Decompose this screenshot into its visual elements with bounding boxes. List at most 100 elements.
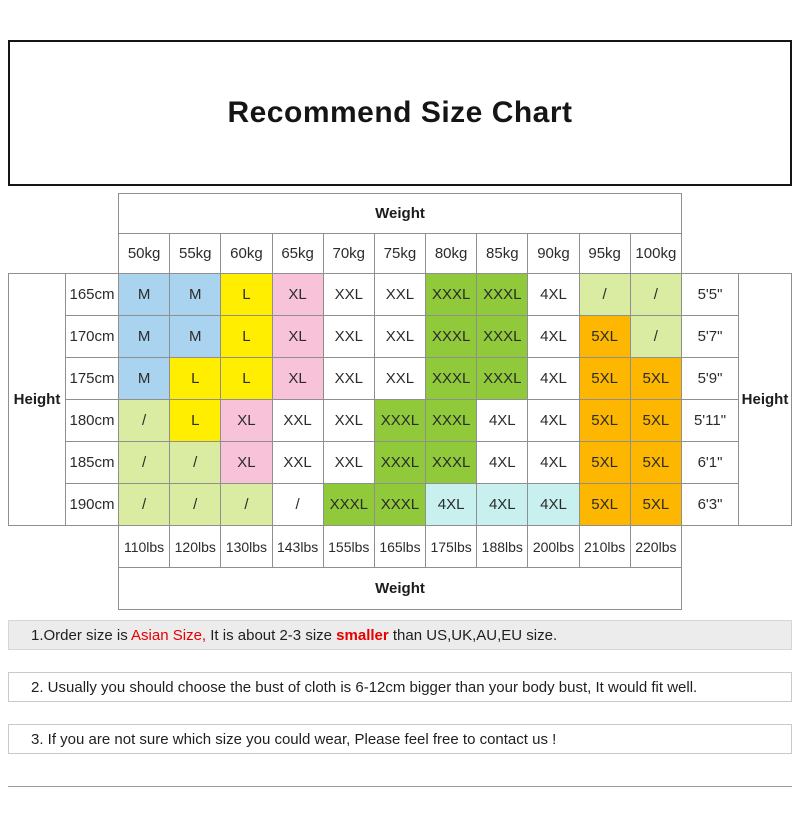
size-cell: M: [117, 273, 171, 316]
size-cell: 4XL: [527, 315, 580, 358]
page-title: Recommend Size Chart: [227, 96, 573, 129]
size-cell: XXL: [322, 315, 375, 358]
weight-lbs-label: 165lbs: [373, 525, 427, 568]
size-cell: L: [220, 357, 273, 400]
weight-top-label: Weight: [118, 193, 682, 234]
size-cell: /: [117, 441, 171, 484]
size-cell: /: [578, 273, 631, 316]
corner-spacer: [682, 234, 792, 274]
size-cell: XXXL: [425, 441, 478, 484]
note-text: 1.Order size is Asian Size, It is about …: [31, 627, 557, 644]
size-cell: /: [117, 399, 171, 442]
height-ft-label: 6'1": [681, 441, 739, 484]
height-ft-label: 5'7": [681, 315, 739, 358]
note-highlight: smaller: [336, 626, 389, 644]
note-3: 3. If you are not sure which size you co…: [8, 724, 792, 754]
weight-header-row: Weight: [9, 193, 792, 234]
height-cm-label: 175cm: [65, 357, 119, 400]
height-cm-label: 190cm: [65, 483, 119, 526]
bottom-divider: [8, 786, 792, 787]
note-text: 2. Usually you should choose the bust of…: [31, 679, 697, 696]
size-cell: 5XL: [629, 483, 683, 526]
size-cell: 4XL: [527, 399, 580, 442]
weight-lbs-label: 110lbs: [117, 525, 171, 568]
height-cm-label: 180cm: [65, 399, 119, 442]
size-cell: XXXL: [476, 357, 529, 400]
size-cell: M: [117, 315, 171, 358]
size-row-170cm: 170cm M M L XL XXL XXL XXXL XXXL 4XL 5XL/5'7": [9, 315, 792, 358]
size-cell: XL: [271, 315, 324, 358]
size-cell: M: [117, 357, 171, 400]
size-cell: L: [169, 399, 222, 442]
weight-kg-label: 70kg: [322, 233, 375, 274]
size-cell: L: [169, 357, 222, 400]
note-2: 2. Usually you should choose the bust of…: [8, 672, 792, 702]
size-row-165cm: Height 165cm M M L XL XXL XXL XXXL XXXL 4XL //5'5" H…: [8, 273, 792, 526]
size-cell: 4XL: [527, 273, 580, 316]
size-cell: XXXL: [373, 483, 427, 526]
size-row-180cm: 180cm / L XL XXL XXL XXXL XXXL 4XL 4XL 5XL 5XL 5'11": [9, 399, 792, 442]
size-cell: XXXL: [322, 483, 375, 526]
weight-lbs-label: 175lbs: [425, 525, 478, 568]
corner-spacer: [682, 526, 792, 568]
height-label-left: Height: [8, 273, 66, 526]
size-cell: XXL: [373, 273, 427, 316]
size-cell: 4XL: [476, 441, 529, 484]
weight-lbs-label: 120lbs: [169, 525, 222, 568]
note-segment: It is about 2-3 size: [206, 626, 337, 644]
weight-kg-label: 95kg: [578, 233, 631, 274]
note-segment: 1.Order size is: [31, 626, 132, 644]
note-segment: 3. If you are not sure which size you co…: [31, 730, 557, 748]
size-cell: XL: [271, 273, 324, 316]
size-cell: XXL: [373, 357, 427, 400]
size-row-185cm: 185cm / / XL XXL XXL XXXL XXXL 4XL 4XL 5XL 5XL 6'1": [9, 441, 792, 484]
corner-spacer: [9, 194, 119, 234]
size-cell: M: [169, 273, 222, 316]
weight-lbs-label: 220lbs: [629, 525, 683, 568]
size-cell: XXL: [373, 315, 427, 358]
height-label-right: Height: [738, 273, 792, 526]
corner-spacer: [682, 194, 792, 234]
weight-bottom-label: Weight: [118, 567, 682, 610]
corner-spacer: [9, 526, 119, 568]
size-cell: 5XL: [629, 399, 683, 442]
size-cell: XXL: [322, 399, 375, 442]
size-cell: XXL: [271, 399, 324, 442]
size-cell: 5XL: [578, 441, 631, 484]
size-cell: XXXL: [425, 357, 478, 400]
note-1: 1.Order size is Asian Size, It is about …: [8, 620, 792, 650]
size-cell: XXL: [322, 441, 375, 484]
weight-lbs-label: 143lbs: [271, 525, 324, 568]
weight-lbs-row: 110lbs 120lbs 130lbs 143lbs 155lbs 165lbs 175l…: [9, 525, 792, 568]
size-cell: 4XL: [527, 441, 580, 484]
height-ft-label: 6'3": [681, 483, 739, 526]
height-cm-label: 165cm: [65, 273, 119, 316]
size-cell: XXXL: [425, 399, 478, 442]
corner-spacer: [9, 568, 119, 610]
weight-kg-label: 90kg: [527, 233, 580, 274]
size-cell: XXL: [271, 441, 324, 484]
note-segment: than US,UK,AU,EU size.: [388, 626, 558, 644]
size-cell: XXL: [322, 273, 375, 316]
notes-section: 1.Order size is Asian Size, It is about …: [8, 620, 792, 754]
weight-kg-label: 85kg: [476, 233, 529, 274]
size-cell: 5XL: [578, 315, 631, 358]
size-cell: XXXL: [476, 273, 529, 316]
size-cell: XXXL: [476, 315, 529, 358]
size-cell: XL: [220, 441, 273, 484]
size-cell: 4XL: [476, 399, 529, 442]
size-cell: /: [117, 483, 171, 526]
height-ft-label: 5'9": [681, 357, 739, 400]
corner-spacer: [682, 568, 792, 610]
note-highlight: Asian Size,: [131, 626, 207, 644]
size-row-190cm: 190cm / / / / XXXL XXXL 4XL 4XL 4XL 5XL 5XL 6'3": [9, 483, 792, 526]
page: Recommend Size Chart Weight 50kg 55kg 60kg 6…: [0, 40, 800, 787]
weight-lbs-label: 200lbs: [527, 525, 580, 568]
weight-lbs-label: 210lbs: [578, 525, 631, 568]
size-cell: XL: [271, 357, 324, 400]
corner-spacer: [9, 234, 119, 274]
size-cell: /: [629, 315, 683, 358]
size-cell: XXXL: [425, 315, 478, 358]
weight-kg-label: 65kg: [271, 233, 324, 274]
weight-kg-label: 55kg: [169, 233, 222, 274]
